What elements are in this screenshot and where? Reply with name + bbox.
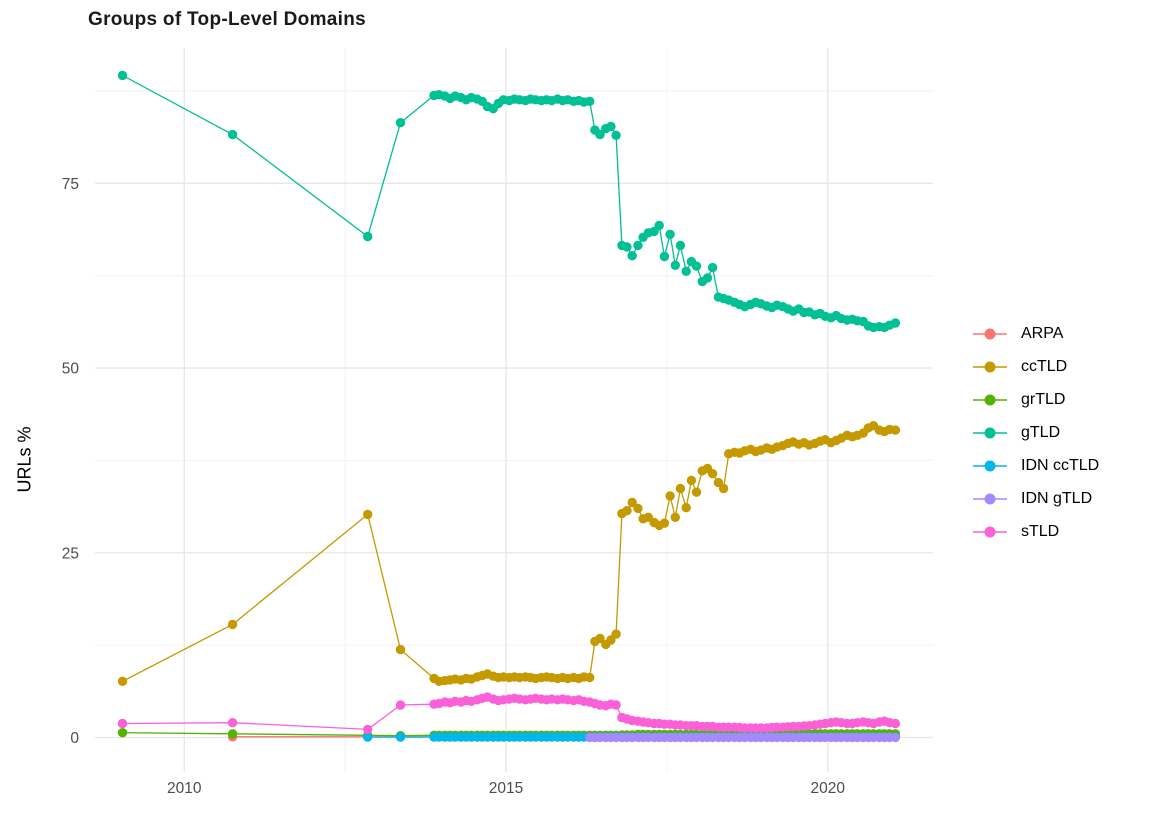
legend-item-arpa: ARPA [972,317,1099,350]
data-point-sTLD [117,718,128,729]
data-point-ccTLD [627,497,637,508]
legend-key-icon [973,328,1007,339]
legend-item-cctld: ccTLD [972,350,1099,383]
legend-item-idn-cctld: IDN ccTLD [972,449,1099,482]
data-point-ccTLD [622,506,632,516]
legend-item-grtld: grTLD [972,383,1099,416]
legend-item-gtld: gTLD [972,416,1099,449]
data-point-gTLD [363,231,373,242]
data-point-ccTLD [675,483,686,494]
data-point-ccTLD [707,469,718,479]
chart-title: Groups of Top-Level Domains [88,9,366,30]
legend-item-label: grTLD [1021,390,1066,408]
legend-key-icon [973,427,1007,438]
data-point-IDN-gTLD [890,732,901,743]
data-point-gTLD [627,251,637,261]
legend-key-icon [973,394,1007,405]
legend-key-icon [973,493,1007,504]
data-point-gTLD [622,242,632,252]
data-point-gTLD [890,318,901,328]
data-point-ccTLD [686,475,697,486]
data-point-ccTLD [665,491,675,501]
data-point-gTLD [681,266,691,276]
data-point-ccTLD [117,676,128,686]
data-point-gTLD [585,96,595,107]
data-point-IDN-ccTLD [395,732,406,742]
x-tick-label: 2020 [811,780,846,797]
data-point-IDN-ccTLD [363,732,373,742]
data-point-gTLD [675,240,686,251]
legend-item-label: gTLD [1021,423,1061,441]
data-point-gTLD [659,251,670,262]
series-line-ccTLD [122,424,896,682]
legend: ARPA ccTLD grTLD gTLD IDN ccTLD IDN gTLD… [972,317,1099,548]
data-point-ccTLD [890,425,901,435]
data-point-gTLD [606,121,616,132]
data-point-gTLD [611,130,621,140]
data-point-sTLD [227,718,238,728]
legend-item-idn-gtld: IDN gTLD [972,482,1099,515]
data-point-ccTLD [691,487,702,497]
data-point-gTLD [691,261,702,271]
x-tick-label: 2010 [167,780,202,797]
data-point-gTLD [595,129,605,140]
legend-key-icon [973,460,1007,471]
data-point-ccTLD [363,509,373,520]
data-point-ccTLD [659,518,670,528]
data-point-gTLD [633,240,643,251]
x-tick-label: 2015 [489,780,523,797]
legend-item-label: IDN ccTLD [1021,456,1100,474]
data-point-sTLD [363,724,373,735]
y-tick-label: 50 [62,361,80,378]
data-point-ccTLD [585,672,595,683]
data-point-ccTLD [611,629,621,639]
data-point-gTLD [227,129,238,140]
data-point-grTLD [117,728,128,738]
data-point-ccTLD [670,512,680,522]
series-line-gTLD [122,74,896,329]
y-tick-label: 0 [70,730,79,747]
data-point-gTLD [670,260,680,270]
legend-item-label: IDN gTLD [1021,489,1093,507]
data-point-gTLD [117,70,128,81]
legend-item-label: ccTLD [1021,357,1068,375]
data-point-sTLD [890,718,901,729]
data-point-gTLD [654,220,664,231]
legend-item-label: ARPA [1021,324,1064,342]
data-point-ccTLD [395,644,406,655]
legend-item-label: sTLD [1021,522,1060,540]
data-point-gTLD [707,262,718,273]
data-point-gTLD [395,118,406,128]
data-point-ccTLD [633,503,643,514]
data-point-gTLD [702,273,713,283]
data-point-ccTLD [718,483,729,494]
data-point-gTLD [665,229,675,239]
legend-key-icon [973,361,1007,372]
data-point-ccTLD [681,503,691,513]
y-tick-label: 75 [62,176,79,193]
legend-item-stld: sTLD [972,515,1099,548]
data-point-ccTLD [595,633,605,644]
y-tick-label: 25 [62,545,79,562]
data-point-grTLD [227,729,238,739]
data-point-sTLD [611,700,621,710]
data-point-sTLD [395,700,406,710]
legend-key-icon [973,526,1007,537]
data-point-ccTLD [227,619,238,630]
